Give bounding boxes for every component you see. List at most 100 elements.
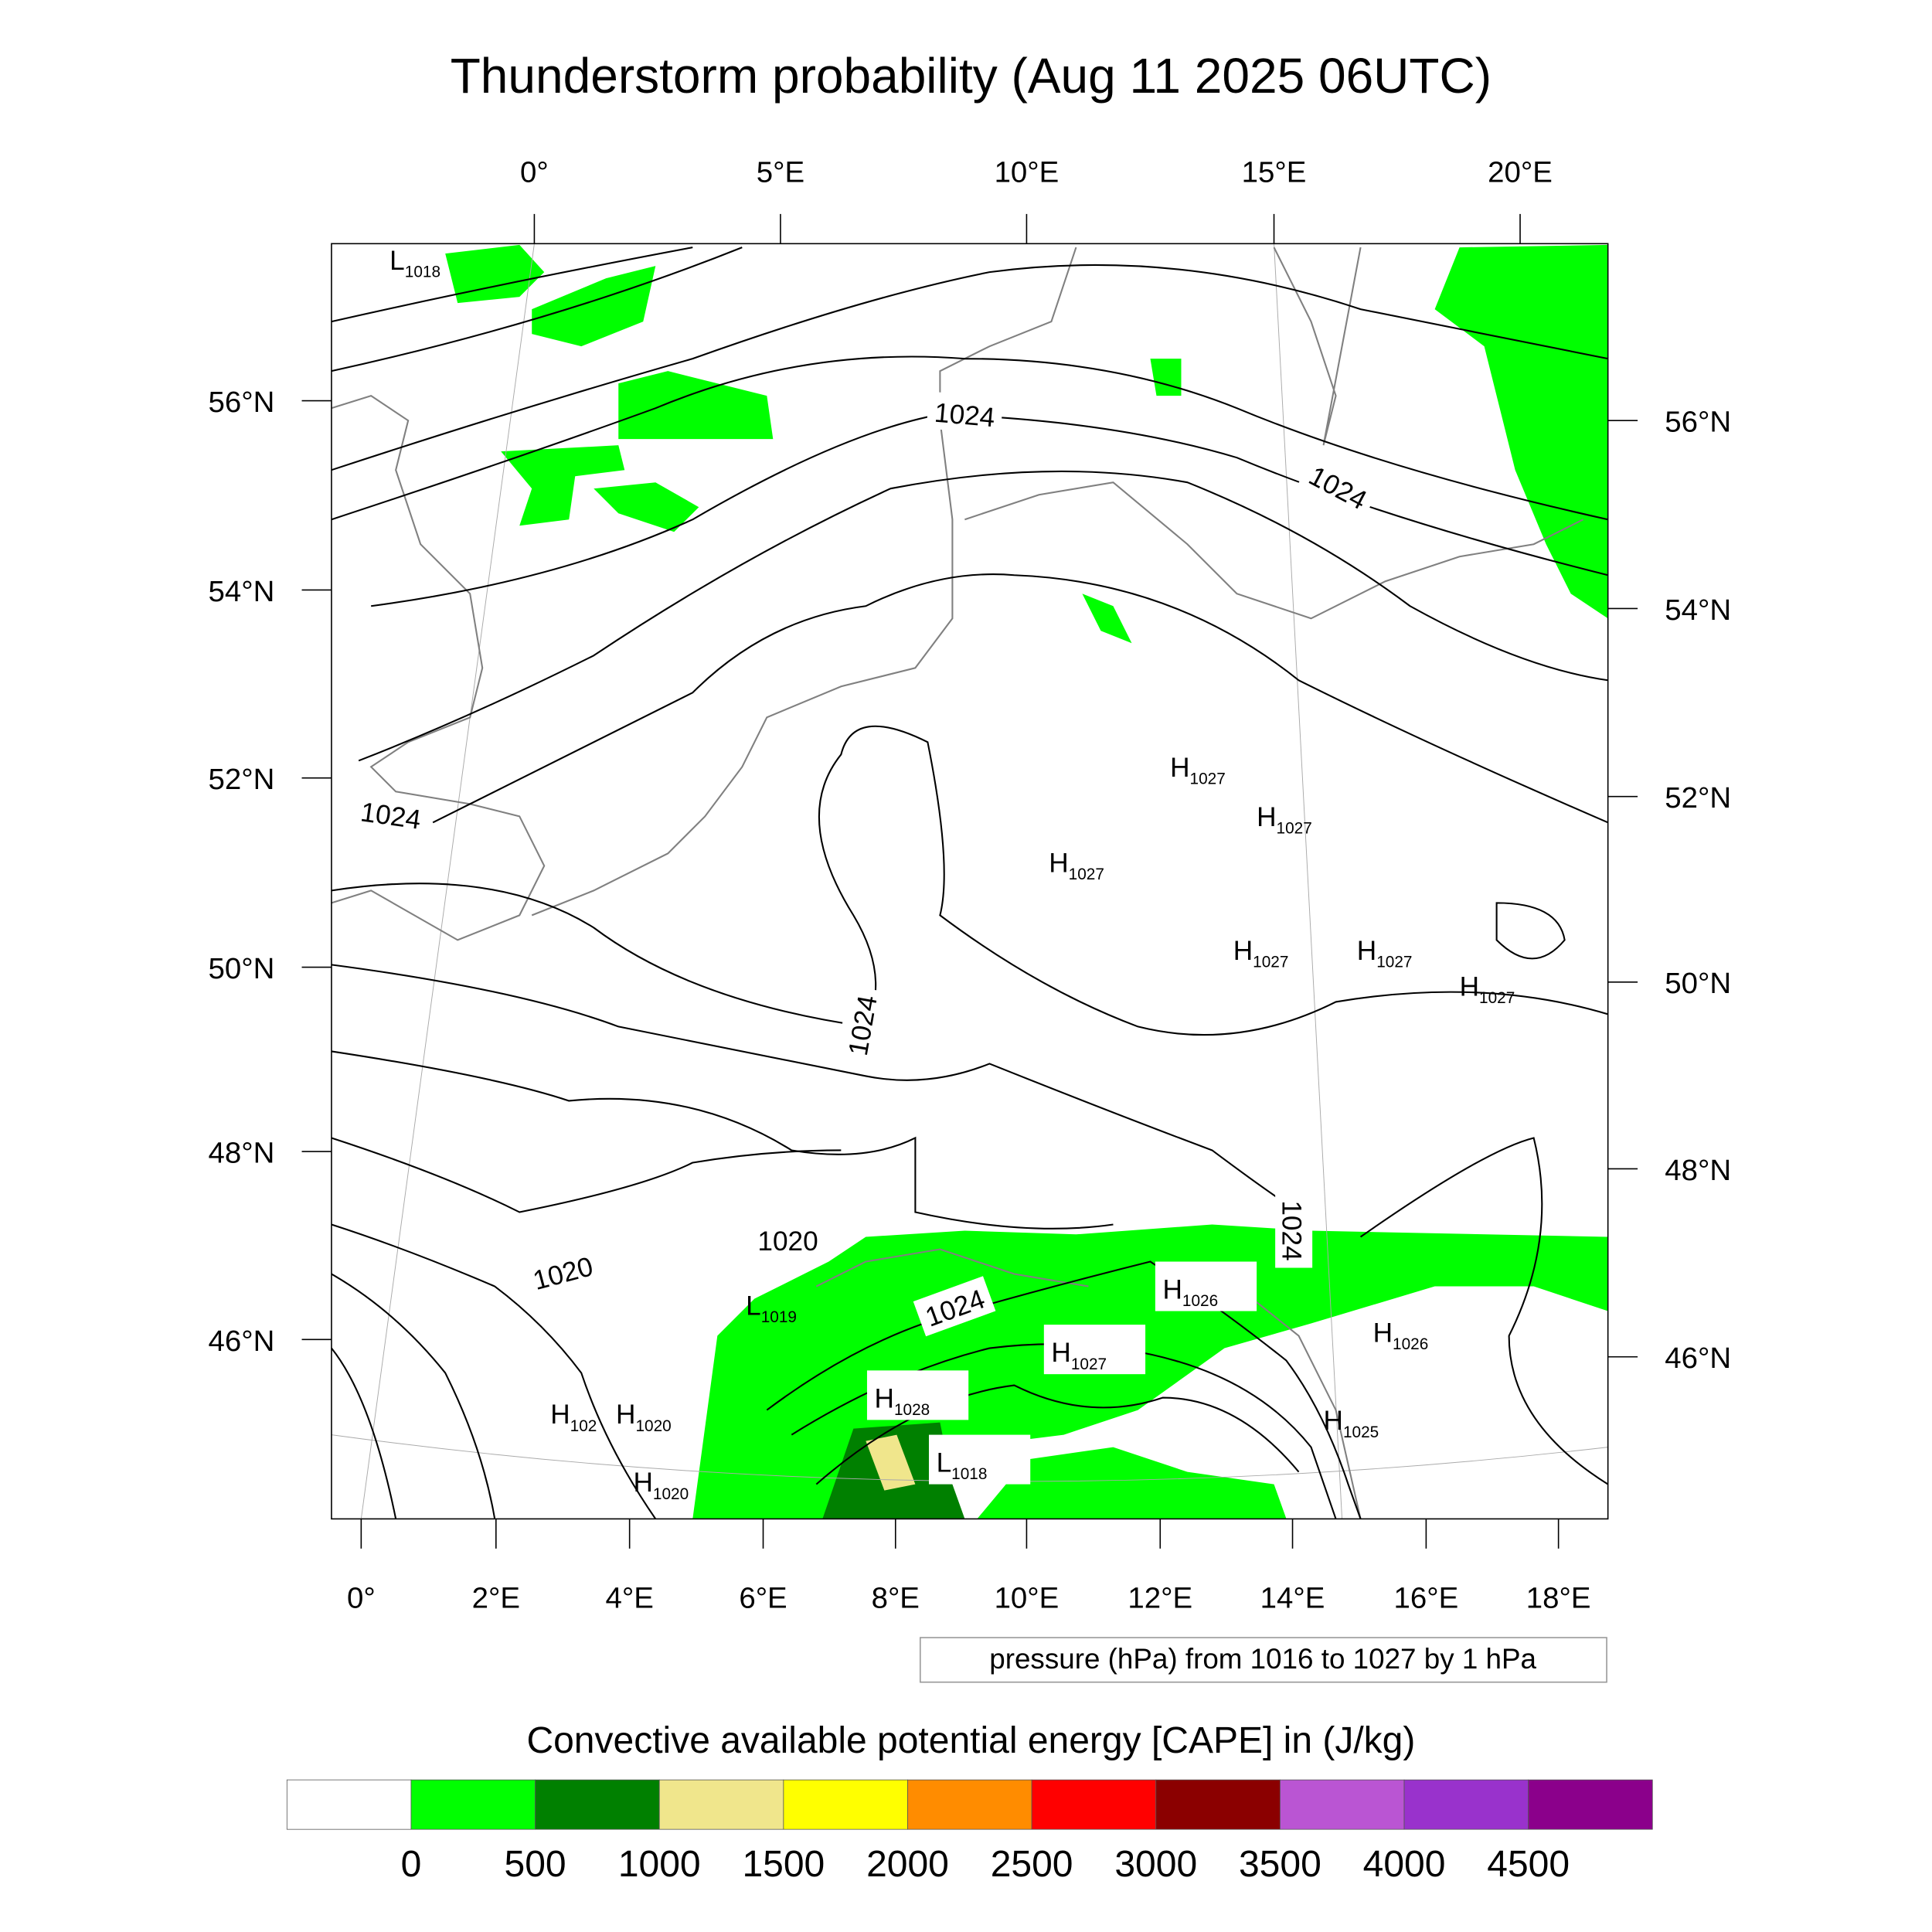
center-type: L: [389, 246, 405, 276]
contour-label: 1024: [352, 790, 430, 838]
colorbar-swatch: [410, 1779, 536, 1830]
center-value: 1020: [653, 1485, 689, 1503]
contour-label: 1024: [926, 391, 1004, 435]
pressure-center-label: H1025: [1324, 1406, 1379, 1441]
cape-area: [532, 266, 656, 347]
bottom-lon-label: 8°E: [872, 1582, 920, 1615]
label-box: [352, 790, 430, 838]
center-value: 1028: [894, 1401, 930, 1419]
center-value: 1027: [1069, 866, 1104, 883]
pressure-center-label: H1027: [1233, 936, 1289, 971]
center-value: 1027: [1190, 770, 1226, 788]
pressure-center-label: H1026: [1373, 1318, 1429, 1354]
bottom-lon-label: 10°E: [995, 1582, 1060, 1615]
right-latitude-axis: 56°N 54°N 52°N 50°N 48°N 46°N: [1607, 406, 1731, 1375]
pressure-center-high: H1027: [1357, 936, 1413, 971]
pressure-center-low: L1019: [746, 1291, 797, 1326]
colorbar: 0 500 1000 1500 2000 2500 3000 3500 4000 4500: [286, 1779, 1653, 1885]
contour-value: 1024: [934, 398, 996, 434]
contour-value: 1020: [757, 1226, 818, 1257]
center-value: 1019: [761, 1308, 797, 1326]
colorbar-swatch: [286, 1779, 412, 1830]
colorbar-swatch: [1403, 1779, 1529, 1830]
center-type: H: [875, 1383, 894, 1413]
bottom-lon-label: 16°E: [1394, 1582, 1459, 1615]
bottom-lon-label: 4°E: [605, 1582, 653, 1615]
pressure-center-label: H1027: [1049, 848, 1104, 883]
right-lat-label: 54°N: [1665, 594, 1731, 627]
pressure-center-high: H1027: [1460, 971, 1515, 1007]
colorbar-label: 3500: [1239, 1844, 1321, 1885]
colorbar-label: 1000: [618, 1844, 701, 1885]
center-type: H: [1049, 848, 1068, 878]
colorbar-swatch: [658, 1779, 784, 1830]
cape-area: [618, 371, 774, 440]
right-lat-label: 50°N: [1665, 967, 1731, 1000]
pressure-center-high: H1026: [1155, 1261, 1257, 1311]
label-box: [928, 1434, 1031, 1485]
colorbar-swatch: [1528, 1779, 1653, 1830]
center-value: 1026: [1182, 1292, 1218, 1310]
center-type: H: [1162, 1275, 1182, 1305]
colorbar-label: 1500: [742, 1844, 825, 1885]
bottom-longitude-axis: 0° 2°E 4°E 6°E 8°E 10°E 12°E 14°E 16°E 18°E: [347, 1519, 1590, 1615]
center-value: 1018: [405, 264, 440, 281]
center-type: H: [550, 1400, 570, 1430]
label-box: [836, 985, 886, 1066]
colorbar-label: 2500: [991, 1844, 1073, 1885]
pressure-center-label: H1027: [1460, 971, 1515, 1007]
colorbar-label: 4000: [1363, 1844, 1446, 1885]
colorbar-swatch: [1031, 1779, 1157, 1830]
pressure-center-high: H1025: [1324, 1406, 1379, 1441]
label-box: [913, 1276, 996, 1337]
pressure-center-high: H1027: [1170, 753, 1226, 788]
pressure-center-high: H1027: [1049, 848, 1104, 883]
center-value: 1025: [1343, 1423, 1379, 1441]
right-lat-label: 46°N: [1665, 1342, 1731, 1375]
bottom-lon-label: 6°E: [739, 1582, 787, 1615]
label-box: [750, 1220, 825, 1258]
label-box: [1275, 1193, 1313, 1268]
pressure-center-high: H1026: [1373, 1318, 1429, 1354]
label-box: [1043, 1325, 1146, 1375]
pressure-center-low: L1018: [389, 246, 440, 281]
cape-area: [977, 1447, 1287, 1519]
pressure-center-label: H1020: [633, 1468, 689, 1503]
top-lon-label: 5°E: [757, 155, 804, 189]
figure-title: Thunderstorm probability (Aug 11 2025 06…: [451, 48, 1492, 104]
label-box: [1297, 452, 1381, 520]
colorbar-swatch: [535, 1779, 660, 1830]
colorbar-swatch: [783, 1779, 908, 1830]
cape-area: [594, 482, 699, 532]
center-type: H: [1373, 1318, 1393, 1349]
pressure-center-label: H1026: [1162, 1275, 1218, 1311]
top-longitude-axis: 0° 5°E 10°E 15°E 20°E: [520, 155, 1553, 244]
colorbar-label: 4500: [1487, 1844, 1570, 1885]
center-type: H: [1257, 802, 1276, 832]
pressure-center-high: H102: [550, 1400, 597, 1435]
right-lat-label: 52°N: [1665, 781, 1731, 815]
left-lat-label: 50°N: [208, 952, 274, 985]
colorbar-label: 0: [401, 1844, 422, 1885]
center-value: 1026: [1393, 1335, 1428, 1353]
pressure-center-high: H1020: [633, 1468, 689, 1503]
cape-area: [1150, 359, 1182, 396]
label-box: [1155, 1261, 1257, 1311]
center-type: H: [1460, 971, 1479, 1002]
top-lon-label: 15°E: [1242, 155, 1307, 189]
colorbar-swatch: [907, 1779, 1032, 1830]
left-lat-label: 48°N: [208, 1136, 274, 1169]
contour-label: 1024: [1297, 452, 1381, 520]
cape-fill-areas: [445, 244, 1608, 1519]
cape-area-1000: [866, 1434, 916, 1491]
center-type: H: [1324, 1406, 1343, 1436]
pressure-center-high: H1020: [616, 1400, 672, 1435]
right-lat-label: 56°N: [1665, 406, 1731, 439]
label-box: [866, 1370, 969, 1420]
center-type: H: [1233, 936, 1253, 966]
pressure-center-label: H1027: [1357, 936, 1413, 971]
